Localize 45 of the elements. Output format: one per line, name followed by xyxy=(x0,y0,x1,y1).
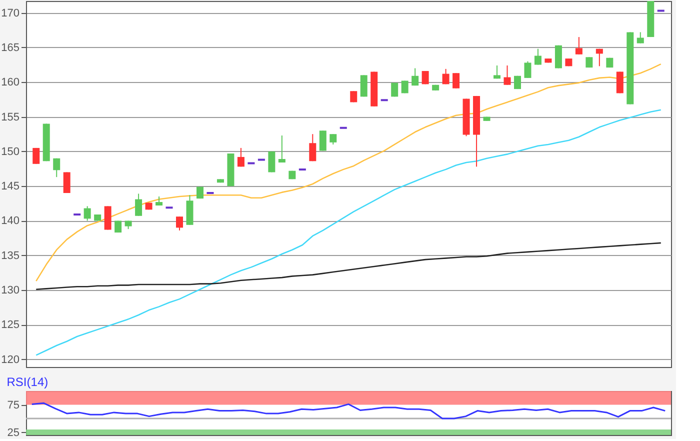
line-series xyxy=(35,242,662,290)
y-tick-label: 160 xyxy=(1,76,20,89)
y-tick-label: 165 xyxy=(1,42,20,54)
line-series xyxy=(31,402,666,420)
y-tick-label: 130 xyxy=(1,284,20,297)
candlestick xyxy=(135,193,142,216)
candlestick xyxy=(442,68,450,85)
candlestick xyxy=(616,71,624,94)
candlestick xyxy=(401,80,408,94)
candlestick xyxy=(319,130,326,152)
candlestick xyxy=(596,48,603,67)
candlestick xyxy=(63,172,70,194)
line-series xyxy=(35,63,662,282)
candlestick xyxy=(575,36,582,55)
candlestick xyxy=(504,64,511,86)
candlestick xyxy=(494,64,501,80)
candlestick xyxy=(237,147,244,168)
candlestick xyxy=(156,196,163,206)
candlestick xyxy=(360,74,368,98)
y-tick-label: 75 xyxy=(7,399,20,412)
candlestick xyxy=(636,32,644,44)
candlestick xyxy=(524,60,532,78)
chart-title: RSI(14) xyxy=(6,375,48,389)
candlestick xyxy=(534,48,542,66)
candlestick xyxy=(422,70,429,85)
y-tick-label: 25 xyxy=(7,426,20,439)
candlestick xyxy=(84,206,91,222)
y-tick-label: 145 xyxy=(1,180,20,193)
candlestick xyxy=(278,134,286,164)
candlestick xyxy=(309,134,316,162)
y-tick-label: 155 xyxy=(1,111,20,124)
candlestick xyxy=(176,216,184,231)
y-tick-label: 150 xyxy=(1,146,20,158)
y-tick-label: 140 xyxy=(1,215,20,228)
y-tick-label: 120 xyxy=(1,354,20,366)
candlestick xyxy=(104,206,112,230)
y-tick-label: 135 xyxy=(1,250,20,262)
line-series xyxy=(35,109,662,356)
y-tick-label: 125 xyxy=(1,319,20,332)
candlestick xyxy=(53,158,60,178)
candlestick xyxy=(412,68,419,86)
candlestick xyxy=(32,147,40,164)
candlestick xyxy=(330,134,337,145)
candlestick xyxy=(452,72,460,89)
y-tick-label: 170 xyxy=(1,7,20,20)
